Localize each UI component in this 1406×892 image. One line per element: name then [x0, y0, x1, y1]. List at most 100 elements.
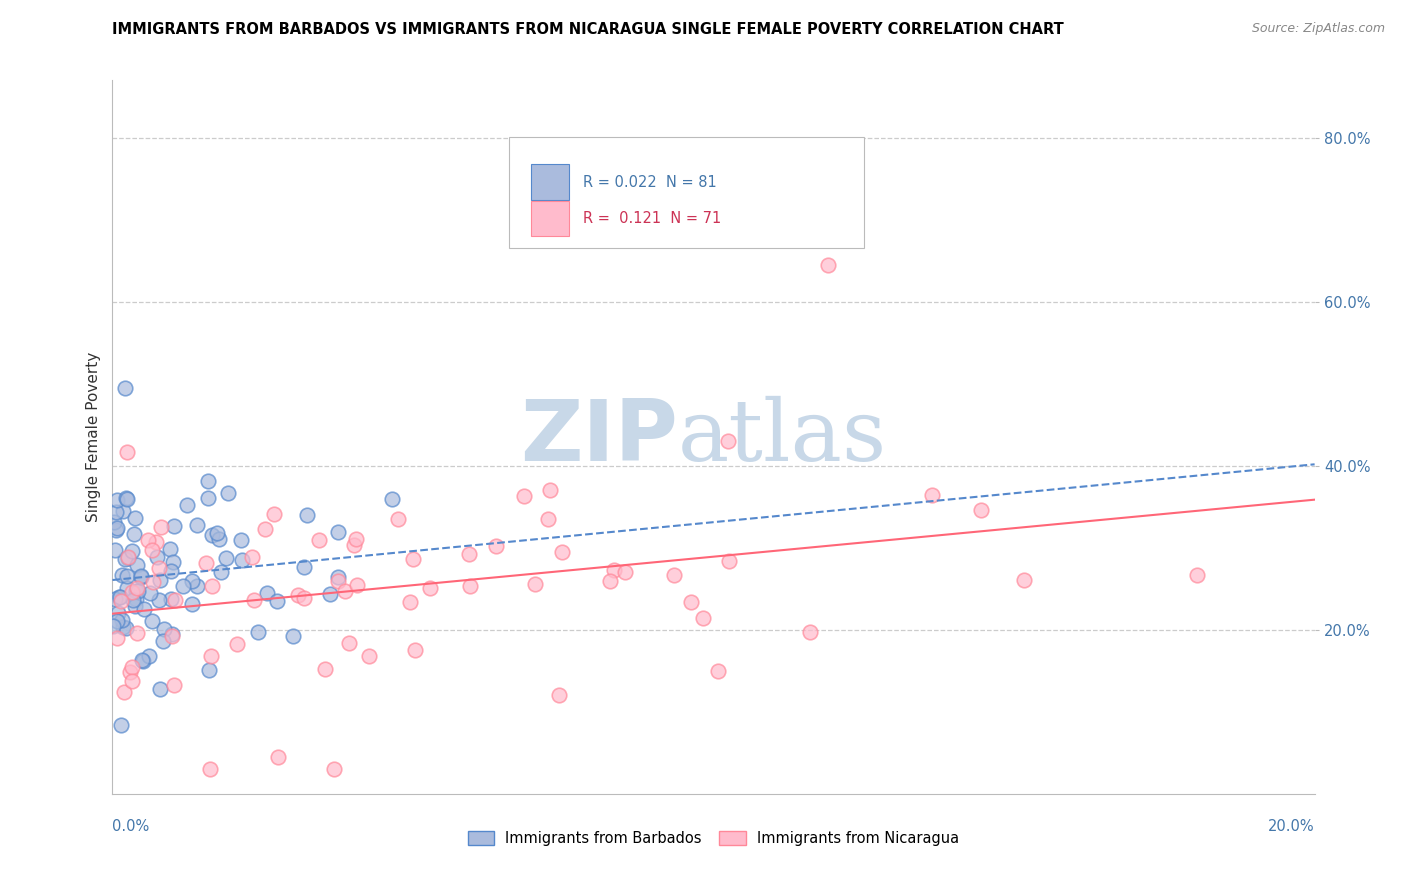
Point — [163, 678, 186, 692]
Point — [550, 545, 572, 559]
Point — [159, 541, 181, 556]
Point — [662, 568, 685, 582]
FancyBboxPatch shape — [531, 164, 569, 200]
Point — [160, 592, 183, 607]
Point — [117, 550, 139, 565]
Point — [328, 574, 350, 589]
Point — [231, 553, 253, 567]
Point — [107, 614, 129, 628]
Point — [292, 559, 315, 574]
Point — [107, 607, 129, 621]
Point — [163, 593, 186, 607]
Point — [105, 632, 128, 646]
Point — [308, 533, 330, 548]
Point — [197, 491, 219, 505]
Point — [523, 576, 546, 591]
Point — [117, 445, 139, 459]
Text: 20.0%: 20.0% — [1268, 819, 1315, 834]
Point — [799, 624, 821, 639]
Point — [115, 491, 138, 506]
Point — [124, 599, 146, 614]
Point — [326, 570, 349, 584]
Point — [263, 507, 285, 521]
Point — [256, 585, 278, 599]
Text: Source: ZipAtlas.com: Source: ZipAtlas.com — [1251, 22, 1385, 36]
Point — [266, 593, 288, 607]
Point — [152, 633, 174, 648]
Text: 0.0%: 0.0% — [112, 819, 149, 834]
Point — [186, 518, 208, 533]
Point — [229, 533, 252, 548]
Point — [121, 673, 143, 688]
Point — [343, 538, 366, 552]
Point — [112, 504, 135, 518]
Point — [217, 486, 239, 500]
Point — [197, 475, 219, 489]
Point — [205, 526, 228, 541]
Point — [103, 515, 125, 529]
Point — [681, 595, 703, 609]
Point — [112, 685, 135, 699]
Point — [149, 682, 172, 697]
Point — [513, 489, 536, 503]
Point — [599, 574, 621, 588]
Point — [122, 526, 145, 541]
Point — [357, 648, 380, 663]
Point — [121, 585, 143, 599]
Point — [287, 588, 309, 602]
Point — [717, 554, 740, 568]
FancyBboxPatch shape — [509, 137, 863, 248]
Point — [101, 618, 124, 632]
Text: atlas: atlas — [678, 395, 887, 479]
Point — [405, 642, 427, 657]
Point — [457, 547, 479, 561]
Point — [201, 579, 224, 593]
Point — [240, 549, 263, 564]
Point — [145, 550, 167, 565]
Point — [283, 629, 305, 643]
Point — [110, 594, 132, 608]
Point — [180, 597, 202, 611]
Point — [125, 625, 148, 640]
Point — [548, 688, 571, 702]
Point — [111, 613, 134, 627]
Point — [122, 593, 145, 607]
Point — [387, 512, 409, 526]
Text: ZIP: ZIP — [520, 395, 678, 479]
Point — [145, 535, 167, 549]
Y-axis label: Single Female Poverty: Single Female Poverty — [86, 352, 101, 522]
Point — [121, 544, 143, 558]
Point — [458, 579, 481, 593]
Point — [129, 570, 152, 584]
Text: IMMIGRANTS FROM BARBADOS VS IMMIGRANTS FROM NICARAGUA SINGLE FEMALE POVERTY CORR: IMMIGRANTS FROM BARBADOS VS IMMIGRANTS F… — [112, 22, 1064, 37]
Point — [148, 560, 170, 574]
Point — [319, 587, 342, 601]
Point — [200, 648, 222, 663]
Point — [172, 579, 194, 593]
Point — [295, 508, 318, 523]
Point — [419, 581, 441, 595]
Point — [134, 601, 156, 615]
Point — [117, 550, 139, 565]
Point — [328, 525, 350, 540]
Point — [337, 636, 360, 650]
Point — [125, 581, 148, 595]
Point — [148, 593, 170, 607]
Point — [381, 492, 404, 507]
Point — [243, 593, 266, 607]
Point — [131, 653, 153, 667]
Point — [114, 552, 136, 566]
Point — [124, 511, 146, 525]
Point — [254, 522, 277, 536]
Point — [613, 565, 636, 579]
Point — [160, 627, 183, 641]
Point — [323, 762, 346, 776]
Point — [484, 539, 506, 553]
Point — [162, 629, 184, 643]
Point — [121, 660, 143, 674]
Point — [921, 487, 943, 501]
Point — [136, 533, 159, 547]
Point — [105, 523, 128, 537]
Point — [346, 578, 368, 592]
Point — [267, 750, 290, 764]
